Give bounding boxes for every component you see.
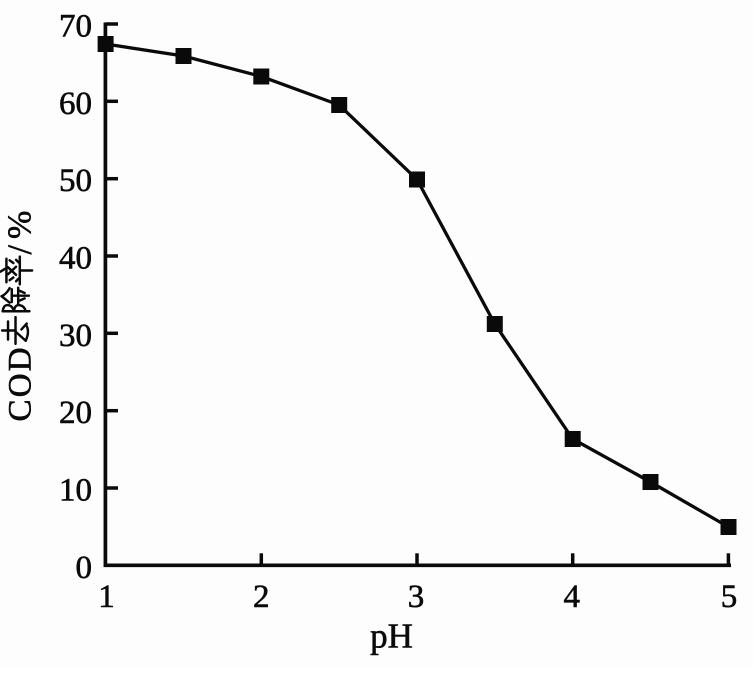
svg-text:0: 0 [76,550,93,586]
svg-text:20: 20 [59,395,92,431]
svg-text:COD: COD [3,345,39,421]
svg-text:10: 10 [59,473,92,509]
svg-text:30: 30 [59,318,92,354]
svg-text:50: 50 [59,163,92,199]
svg-text:3: 3 [408,579,425,615]
svg-text:pH: pH [370,617,413,656]
svg-text:40: 40 [59,241,92,277]
svg-text:2: 2 [253,579,270,615]
svg-text:60: 60 [59,86,92,122]
svg-text:4: 4 [563,579,580,615]
svg-text:70: 70 [59,9,92,45]
svg-text:/%: /% [2,205,39,255]
svg-text:5: 5 [721,579,738,615]
svg-text:1: 1 [98,579,115,615]
